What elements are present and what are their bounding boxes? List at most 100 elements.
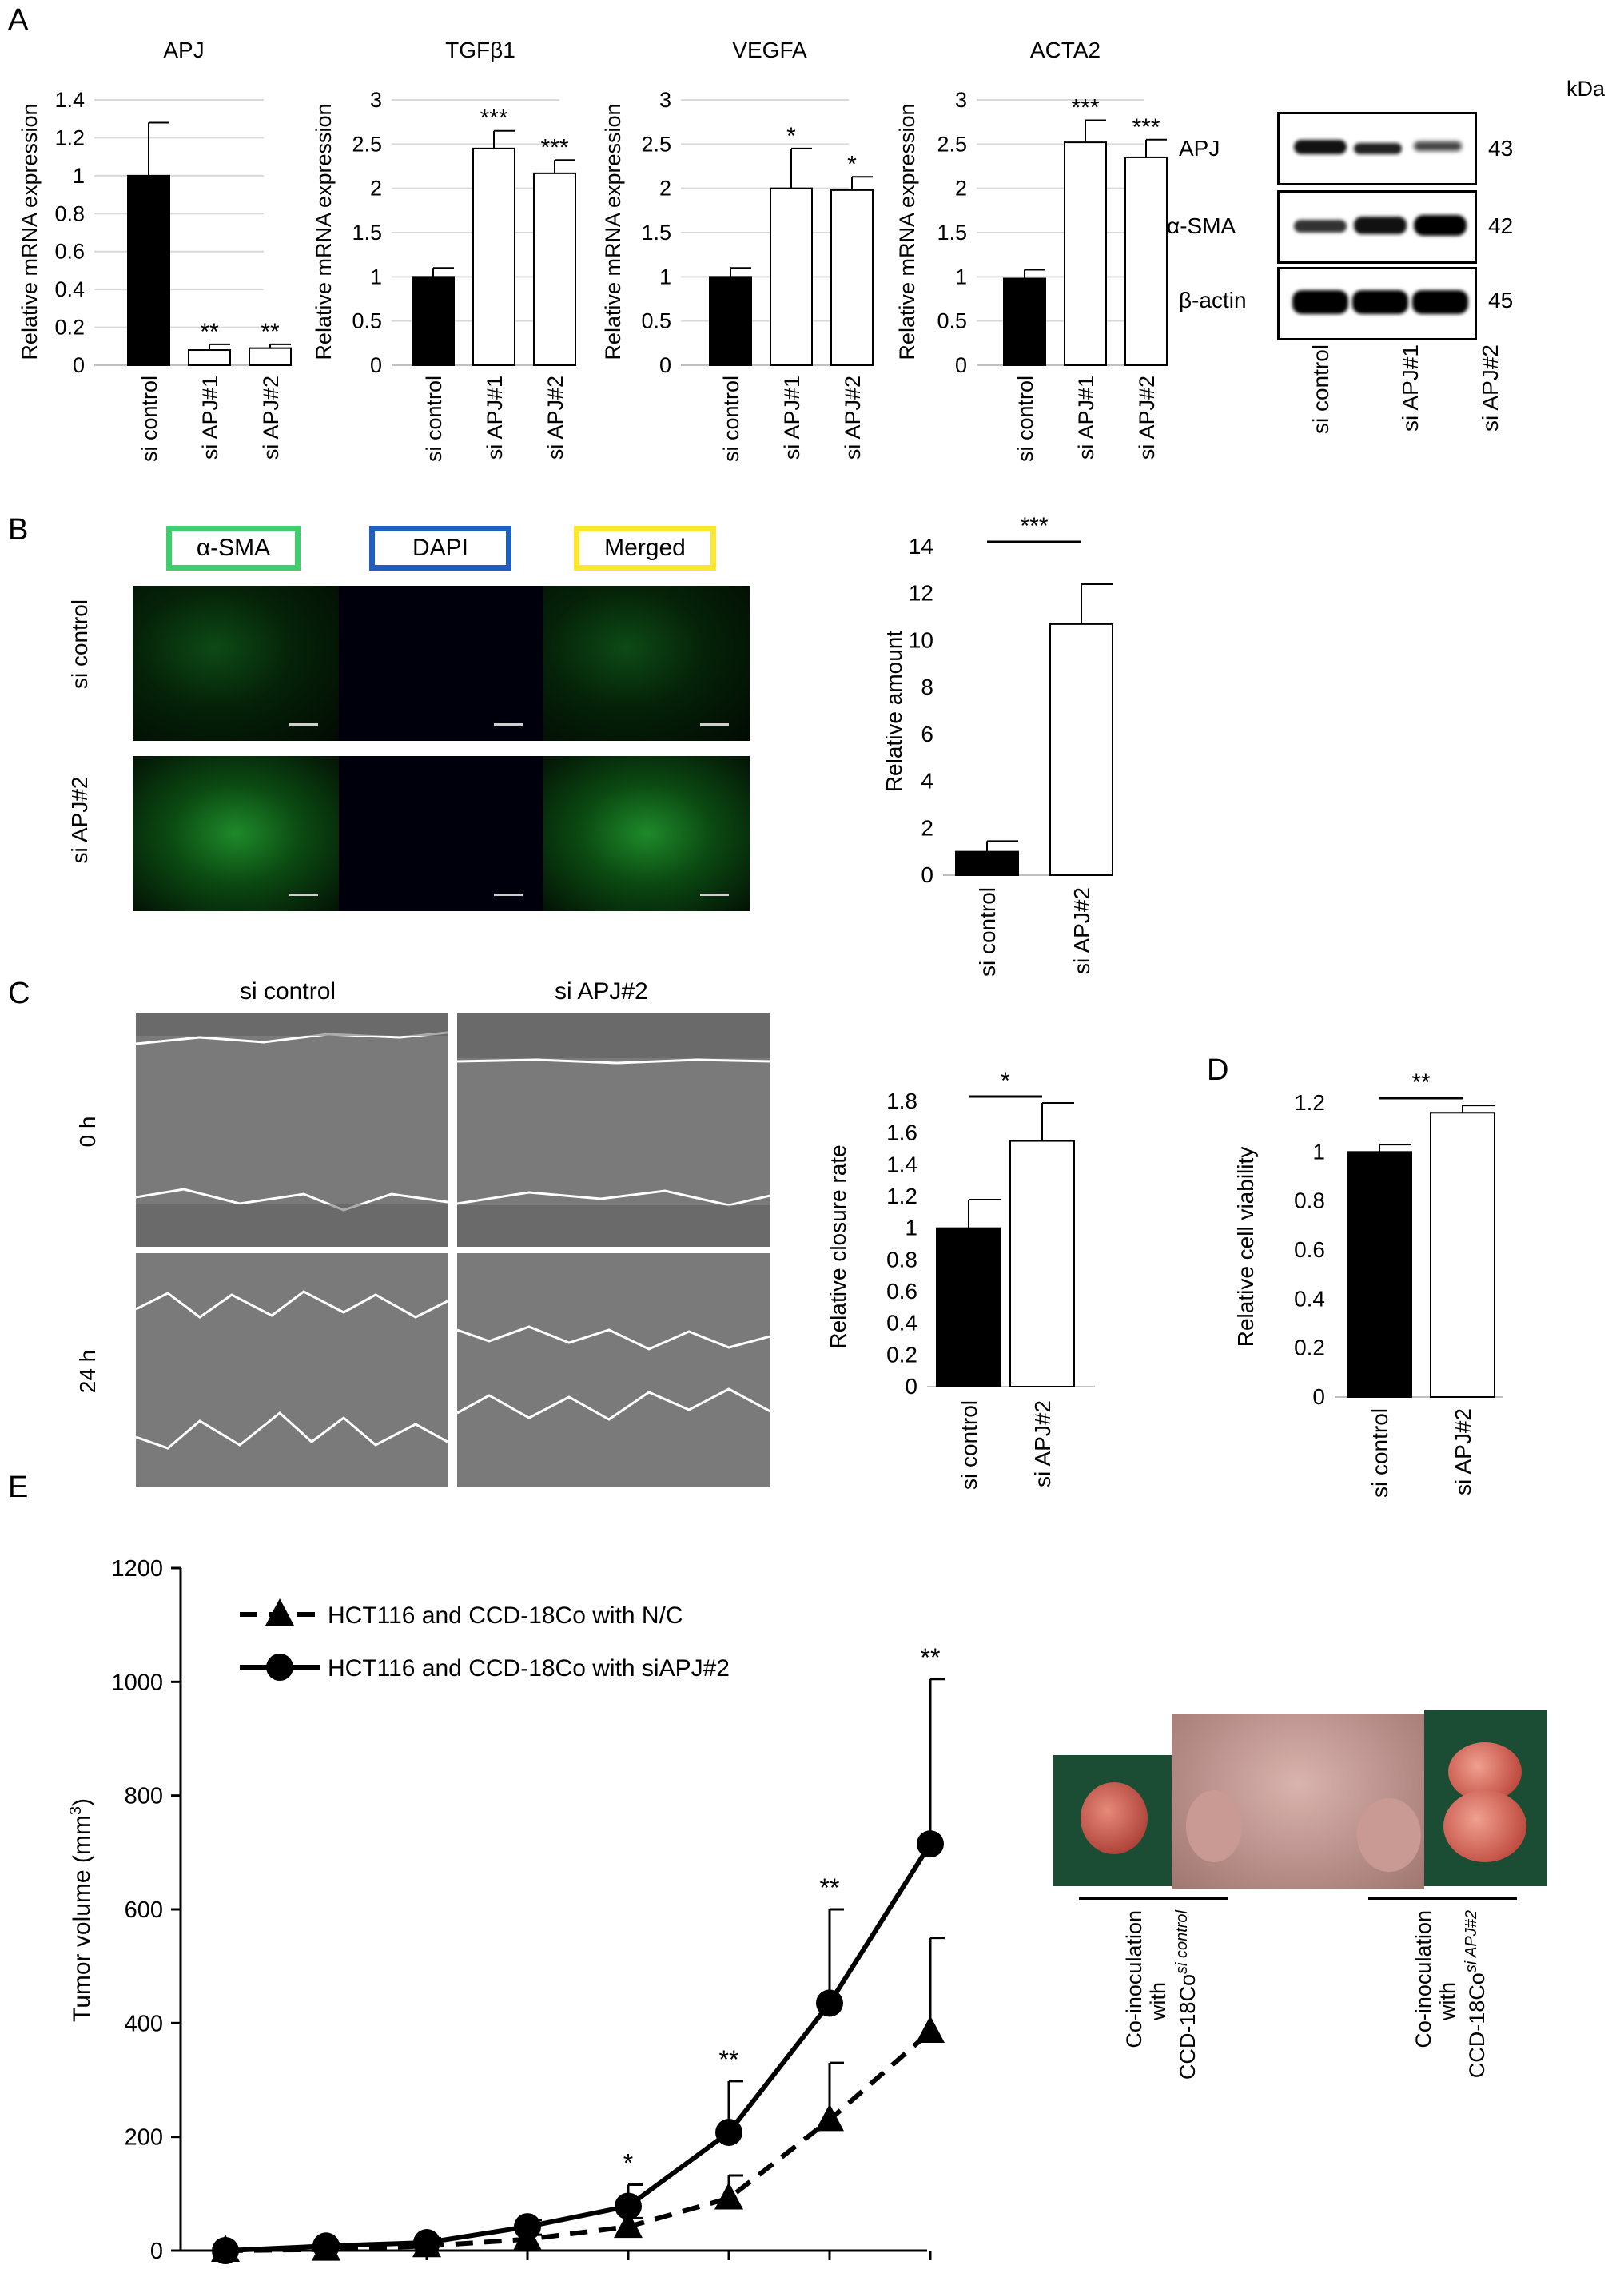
blot-lane-label: si control [1308, 344, 1333, 435]
kda-unit-label: kDa [1566, 77, 1606, 101]
significance-label: * [847, 151, 857, 177]
x-tick-label: si APJ#1 [780, 376, 804, 460]
y-tick-label: 2 [659, 177, 671, 201]
panel-letter-e: E [8, 1471, 29, 1504]
wound-column-label: si control [240, 978, 336, 1005]
significance-label: * [1001, 1068, 1010, 1094]
tumor [1186, 1790, 1242, 1862]
caption-block: Co-inoculation with CCD-18Cosi APJ#2 [1411, 1910, 1489, 2238]
micrograph-asma-siapj2 [133, 756, 339, 911]
significance-label: ** [1411, 1069, 1431, 1096]
data-point [714, 2182, 743, 2210]
y-tick-label: 0.8 [1294, 1188, 1325, 1213]
significance-label: ** [200, 319, 219, 345]
caption-line: CCD-18Co [1176, 1974, 1200, 2080]
y-tick-label: 400 [125, 2011, 163, 2036]
y-tick-label: 0 [921, 862, 933, 887]
y-tick-label: 0.6 [54, 240, 85, 264]
band [1412, 290, 1468, 314]
y-tick-label: 3 [659, 88, 671, 112]
y-tick-label: 0 [905, 1374, 917, 1399]
x-tick-label: Day 6 [396, 2266, 457, 2269]
chart-A-TGFb1: 0 0.5 1 1.5 2 2.5 3 TGFβ1 Relative mRNA expressi… [312, 38, 576, 462]
caption-sup: si APJ#2 [1463, 1910, 1480, 1973]
y-tick-label: 1 [73, 164, 85, 188]
y-axis-label: Relative mRNA expression [895, 103, 919, 360]
x-tick-label: si APJ#2 [543, 376, 567, 460]
y-tick-label: 1000 [111, 1670, 163, 1695]
data-point [816, 1989, 843, 2017]
y-tick-label: 0.6 [886, 1279, 917, 1304]
significance-label: * [786, 123, 796, 149]
data-point [614, 2211, 643, 2239]
chart-B-amount: 0 2 4 6 8 10 12 14 Relative amount si control si A… [882, 513, 1113, 977]
significance-label: *** [1071, 94, 1099, 121]
y-tick-label: 12 [909, 581, 933, 606]
x-tick-label: Day 12 [591, 2266, 665, 2269]
x-tick-label: Day 9 [497, 2266, 558, 2269]
blot-kda-bactin: 45 [1488, 288, 1514, 312]
caption-line: CCD-18Co [1465, 1972, 1489, 2079]
y-tick-label: 0.8 [886, 1247, 917, 1272]
y-axis-label: Tumor volume (mm3) [67, 1798, 95, 2022]
microscopy-row-label: si APJ#2 [67, 776, 92, 864]
y-tick-label: 1.2 [886, 1184, 917, 1208]
y-axis-label: Relative amount [882, 631, 906, 793]
y-tick-label: 0.4 [1294, 1286, 1325, 1311]
tumor-photo-siapj2 [1424, 1710, 1547, 1886]
y-tick-label: 2.5 [352, 132, 382, 156]
y-tick-label: 2 [955, 177, 967, 201]
bar [533, 172, 576, 366]
chart-title: APJ [163, 38, 204, 62]
legend-label: HCT116 and CCD-18Co with siAPJ#2 [328, 1655, 730, 1682]
legend-marker [265, 1598, 294, 1626]
significance-label: *** [1020, 513, 1048, 539]
y-tick-label: 1.4 [886, 1152, 917, 1176]
y-tick-label: 1.2 [54, 125, 85, 149]
bar [1003, 277, 1046, 366]
band [1414, 215, 1467, 236]
significance-label: *** [540, 134, 568, 161]
blot-kda-apj: 43 [1488, 136, 1514, 161]
band [1292, 290, 1348, 314]
legend-marker [266, 1654, 293, 1681]
blot-label-bactin: β-actin [1179, 288, 1247, 312]
data-point [615, 2192, 642, 2220]
scale-bar [494, 723, 523, 726]
bar [709, 276, 752, 367]
blot-label-asma: α-SMA [1167, 213, 1236, 238]
significance-label: ** [820, 1873, 840, 1902]
chart-A-APJ: 0 0.2 0.4 0.6 0.8 1 1.2 1.4 APJ Relative mRNA exp… [18, 38, 292, 462]
group-underline [1368, 1897, 1517, 1900]
blot-strip-bactin [1277, 267, 1477, 340]
chart-title: ACTA2 [1030, 38, 1101, 62]
bar [127, 174, 170, 366]
wound-row-label: 0 h [75, 1116, 100, 1148]
microscopy-row-label: si control [67, 599, 92, 690]
x-tick-label: si APJ#2 [841, 376, 865, 460]
blot-lane-label: si APJ#2 [1478, 344, 1503, 432]
y-tick-label: 0 [659, 353, 671, 377]
caption-siapj2: Co-inoculation with CCD-18Cosi APJ#2 [1411, 1910, 1489, 2238]
chart-title: TGFβ1 [445, 38, 515, 62]
band [1354, 143, 1402, 154]
wound-image-siapj2-24h [457, 1253, 770, 1487]
data-point [514, 2213, 541, 2241]
y-tick-label: 6 [921, 722, 933, 746]
stain-header-dapi: DAPI [369, 526, 511, 571]
x-tick-label: si APJ#2 [259, 376, 283, 460]
micrograph-merged-siapj2 [543, 756, 750, 911]
y-tick-label: 2.5 [641, 132, 671, 156]
blot-strip-asma [1277, 190, 1477, 264]
y-tick-label: 0.2 [886, 1342, 917, 1367]
x-tick-label: Day 21 [894, 2266, 967, 2269]
y-tick-label: 0.8 [54, 201, 85, 225]
blot-label-apj: APJ [1179, 136, 1220, 161]
micrograph-merged-control [543, 586, 750, 741]
y-tick-label: 600 [125, 1897, 163, 1923]
chart-C-closure: 0 0.2 0.4 0.6 0.8 1 1.2 1.4 1.6 1.8 Relative closu… [826, 1068, 1095, 1490]
x-tick-label: Day 3 [296, 2266, 356, 2269]
bar [1124, 156, 1168, 367]
bar [770, 187, 813, 366]
